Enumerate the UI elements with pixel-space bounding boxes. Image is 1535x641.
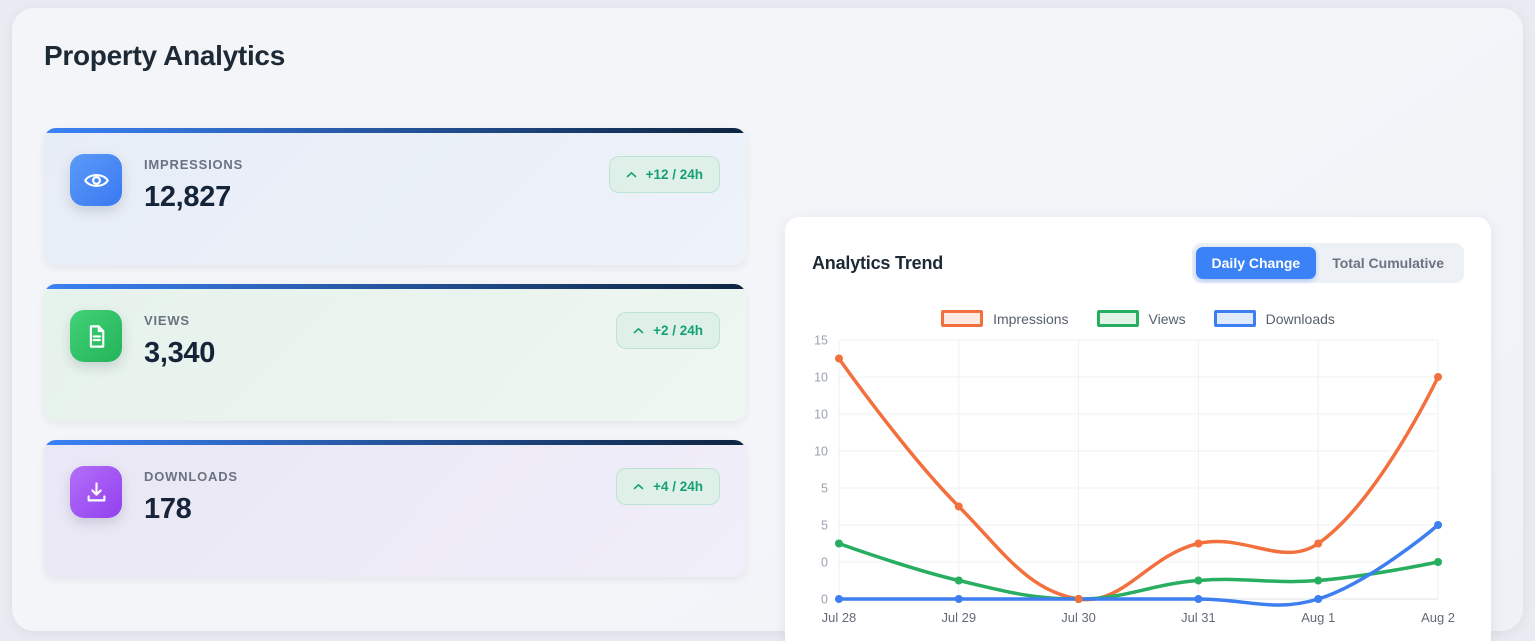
svg-text:5: 5 bbox=[821, 518, 828, 532]
svg-text:Aug 1: Aug 1 bbox=[1301, 610, 1335, 625]
svg-text:10: 10 bbox=[814, 370, 828, 384]
card-accent-strip bbox=[44, 440, 746, 445]
stat-meta: IMPRESSIONS 12,827 bbox=[144, 154, 609, 214]
stat-icon-tile bbox=[70, 310, 122, 362]
legend-label: Views bbox=[1148, 310, 1186, 327]
chevron-up-icon bbox=[633, 483, 644, 489]
panel-header: Analytics Trend Daily Change Total Cumul… bbox=[812, 243, 1464, 283]
card-accent-strip bbox=[44, 284, 746, 289]
stat-card: VIEWS 3,340 +2 / 24h bbox=[44, 284, 746, 421]
delta-badge: +12 / 24h bbox=[608, 156, 720, 193]
eye-icon bbox=[83, 173, 109, 187]
svg-text:0: 0 bbox=[821, 555, 828, 569]
stat-icon-tile bbox=[70, 154, 122, 206]
chevron-up-icon bbox=[633, 327, 644, 333]
delta-text: +4 / 24h bbox=[653, 479, 703, 494]
stat-value: 12,827 bbox=[144, 181, 231, 213]
svg-text:Jul 28: Jul 28 bbox=[822, 610, 857, 625]
svg-text:Jul 29: Jul 29 bbox=[941, 610, 976, 625]
legend-label: Downloads bbox=[1265, 310, 1335, 327]
stat-icon-tile bbox=[70, 466, 122, 518]
stat-label: DOWNLOADS bbox=[144, 469, 238, 484]
delta-badge: +4 / 24h bbox=[616, 468, 720, 505]
toggle-total-cumulative[interactable]: Total Cumulative bbox=[1316, 247, 1460, 279]
svg-text:Aug 2: Aug 2 bbox=[1421, 610, 1455, 625]
legend-label: Impressions bbox=[993, 310, 1069, 327]
svg-text:15: 15 bbox=[814, 333, 828, 347]
legend-swatch-impressions bbox=[941, 310, 984, 327]
stat-card: DOWNLOADS 178 +4 / 24h bbox=[44, 440, 746, 577]
download-icon bbox=[87, 481, 105, 501]
dashboard-layout: IMPRESSIONS 12,827 +12 / 24h bbox=[44, 128, 1491, 641]
file-text-icon bbox=[89, 324, 104, 348]
dashboard-surface: Property Analytics IMPRESSIONS 12,827 bbox=[12, 8, 1523, 641]
panel-title: Analytics Trend bbox=[812, 252, 944, 273]
toggle-daily-change[interactable]: Daily Change bbox=[1195, 247, 1317, 279]
stat-card: IMPRESSIONS 12,827 +12 / 24h bbox=[44, 128, 746, 265]
card-accent-strip bbox=[44, 128, 746, 133]
legend-item[interactable]: Downloads bbox=[1213, 310, 1335, 327]
stat-meta: VIEWS 3,340 bbox=[144, 310, 616, 370]
trend-chart: 15 10 10 10 5 5 0 0 Jul 28 Jul 29 Jul 30 Jul 31 Aug … bbox=[814, 333, 1455, 625]
legend-item[interactable]: Views bbox=[1096, 310, 1186, 327]
legend-swatch-downloads bbox=[1213, 310, 1256, 327]
delta-text: +2 / 24h bbox=[653, 323, 703, 338]
svg-text:10: 10 bbox=[814, 444, 828, 458]
chart-legend: Impressions Views Downloads bbox=[812, 310, 1464, 327]
trend-panel: Analytics Trend Daily Change Total Cumul… bbox=[785, 217, 1491, 641]
stat-meta: DOWNLOADS 178 bbox=[144, 466, 616, 526]
view-toggle: Daily Change Total Cumulative bbox=[1191, 243, 1464, 283]
stat-value: 3,340 bbox=[144, 337, 216, 369]
page-title: Property Analytics bbox=[44, 40, 285, 71]
chevron-up-icon bbox=[626, 171, 636, 177]
svg-text:0: 0 bbox=[821, 592, 828, 606]
svg-text:Jul 31: Jul 31 bbox=[1181, 610, 1216, 625]
legend-item[interactable]: Impressions bbox=[941, 310, 1069, 327]
stats-column: IMPRESSIONS 12,827 +12 / 24h bbox=[44, 128, 746, 596]
svg-text:5: 5 bbox=[821, 481, 828, 495]
stat-label: IMPRESSIONS bbox=[144, 157, 244, 172]
stat-value: 178 bbox=[144, 493, 192, 525]
stat-label: VIEWS bbox=[144, 313, 190, 328]
svg-text:Jul 30: Jul 30 bbox=[1061, 610, 1096, 625]
svg-text:10: 10 bbox=[814, 407, 828, 421]
delta-text: +12 / 24h bbox=[645, 167, 703, 182]
legend-swatch-views bbox=[1096, 310, 1139, 327]
delta-badge: +2 / 24h bbox=[616, 312, 720, 349]
